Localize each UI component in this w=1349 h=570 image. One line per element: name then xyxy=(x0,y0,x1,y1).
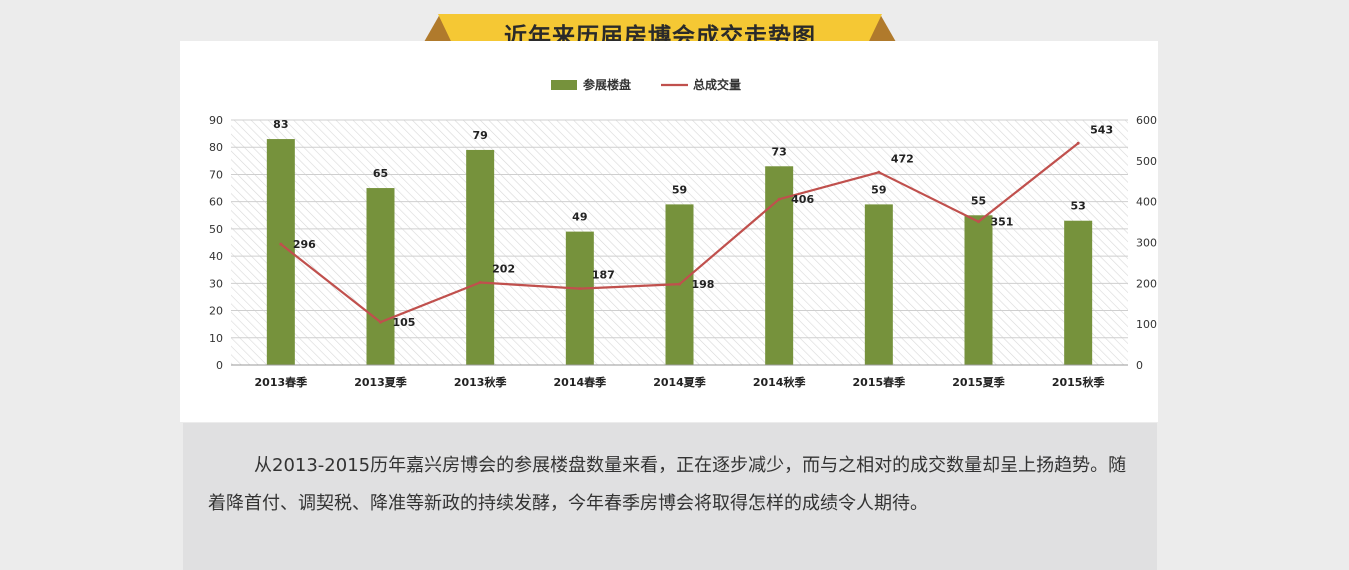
bar-value-label: 53 xyxy=(1071,200,1086,213)
line-point xyxy=(1076,141,1080,145)
bar-value-label: 83 xyxy=(273,118,288,131)
bar-value-label: 73 xyxy=(772,145,787,158)
y-left-tick-label: 10 xyxy=(209,332,223,345)
line-value-label: 351 xyxy=(991,216,1014,229)
y-right-tick-label: 400 xyxy=(1136,196,1157,209)
line-value-label: 187 xyxy=(592,269,615,282)
legend-label-line: 总成交量 xyxy=(693,77,741,92)
y-left-tick-label: 20 xyxy=(209,305,223,318)
y-left-tick-label: 60 xyxy=(209,196,223,209)
y-left-tick-label: 70 xyxy=(209,168,223,181)
bar xyxy=(366,188,395,365)
line-point xyxy=(379,320,382,324)
line-value-label: 296 xyxy=(293,238,316,251)
y-left-tick-label: 80 xyxy=(209,141,223,154)
bar xyxy=(1064,220,1093,365)
bar-value-label: 49 xyxy=(572,211,587,224)
line-point xyxy=(977,220,980,224)
line-value-label: 472 xyxy=(891,152,914,165)
y-right-tick-label: 300 xyxy=(1136,237,1157,250)
line-point xyxy=(578,287,582,291)
line-value-label: 105 xyxy=(393,316,416,329)
line-point xyxy=(877,170,881,174)
y-right-tick-label: 200 xyxy=(1136,277,1157,290)
line-point xyxy=(478,281,482,285)
bar-value-label: 55 xyxy=(971,194,986,207)
bar xyxy=(466,149,495,365)
bar-value-label: 59 xyxy=(871,183,886,196)
x-category-label: 2015春季 xyxy=(853,375,907,389)
y-left-tick-label: 0 xyxy=(216,359,223,372)
line-value-label: 406 xyxy=(791,193,814,206)
bar xyxy=(565,231,594,365)
line-point xyxy=(777,197,781,201)
y-right-tick-label: 600 xyxy=(1136,114,1157,127)
y-left-tick-label: 40 xyxy=(209,250,223,263)
line-value-label: 202 xyxy=(492,263,515,276)
bar xyxy=(964,215,993,365)
x-category-label: 2015秋季 xyxy=(1052,375,1106,389)
x-category-label: 2013夏季 xyxy=(354,375,408,389)
line-point xyxy=(678,282,681,286)
line-value-label: 198 xyxy=(692,278,715,291)
bar-value-label: 59 xyxy=(672,183,687,196)
x-category-label: 2015夏季 xyxy=(952,375,1006,389)
y-right-tick-label: 0 xyxy=(1136,359,1143,372)
y-left-tick-label: 90 xyxy=(209,114,223,127)
x-category-label: 2014春季 xyxy=(554,375,608,389)
legend-label-bar: 参展楼盘 xyxy=(583,77,631,92)
x-category-label: 2014秋季 xyxy=(753,375,807,389)
chart-card: 83 65 79 49 59 73 59 55 53 296 105 202 187 198 406 472 3… xyxy=(180,41,1158,422)
bar-value-label: 65 xyxy=(373,167,388,180)
x-category-label: 2013秋季 xyxy=(454,375,508,389)
description-text: 从2013-2015历年嘉兴房博会的参展楼盘数量来看，正在逐步减少，而与之相对的… xyxy=(208,455,1127,514)
x-category-label: 2014夏季 xyxy=(653,375,707,389)
description-panel: 从2013-2015历年嘉兴房博会的参展楼盘数量来看，正在逐步减少，而与之相对的… xyxy=(183,423,1157,570)
bar xyxy=(864,204,893,365)
y-left-tick-label: 50 xyxy=(209,223,223,236)
line-point xyxy=(279,242,283,246)
bar-value-label: 79 xyxy=(473,129,488,142)
chart-svg: 83 65 79 49 59 73 59 55 53 296 105 202 187 198 406 472 3… xyxy=(209,77,1157,389)
legend-swatch-bar xyxy=(551,80,577,90)
y-right-tick-label: 500 xyxy=(1136,155,1157,168)
line-value-label: 543 xyxy=(1090,123,1113,136)
y-left-tick-label: 30 xyxy=(209,277,223,290)
x-category-label: 2013春季 xyxy=(255,375,309,389)
y-right-tick-label: 100 xyxy=(1136,318,1157,331)
